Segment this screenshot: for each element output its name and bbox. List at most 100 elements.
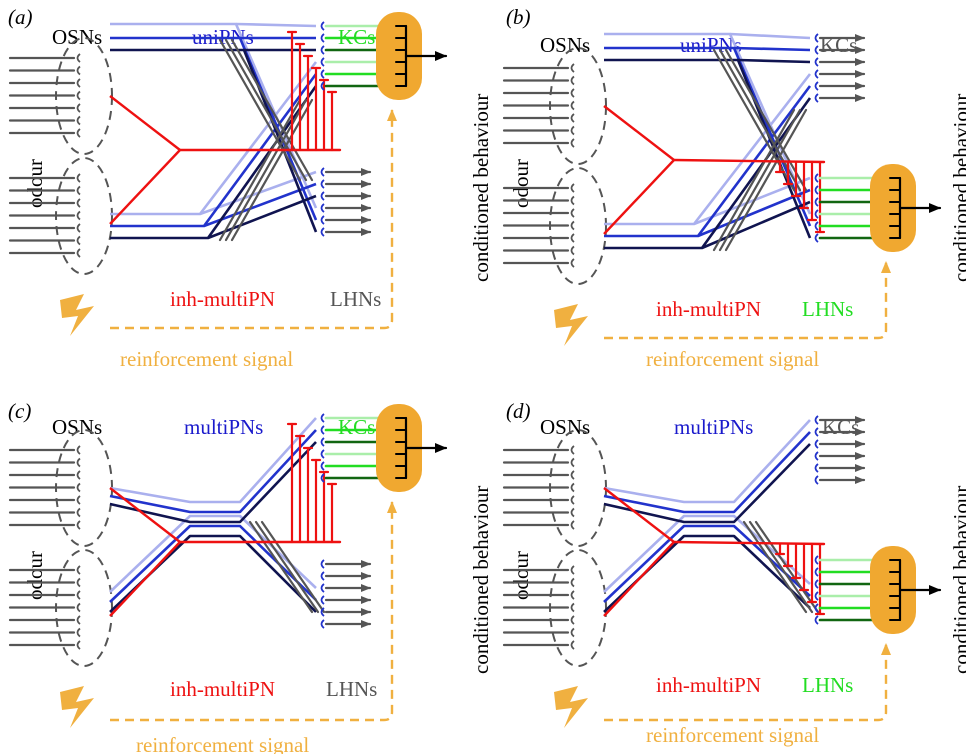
osn-label: OSNs	[52, 25, 102, 49]
osn-synapse	[570, 220, 575, 231]
pn-synapse	[814, 45, 819, 55]
osn-synapse	[570, 245, 575, 256]
osn-synapse	[76, 577, 81, 588]
panel-letter: (c)	[8, 399, 31, 423]
osn-synapse	[570, 113, 575, 123]
inh-dendrite	[109, 149, 181, 225]
osn-synapse	[76, 602, 81, 613]
inh-dendrite	[109, 541, 181, 617]
pn-synapse	[814, 221, 819, 231]
osn-synapse	[76, 640, 81, 650]
lhn-axon	[260, 520, 326, 614]
reinforcement-label: reinforcement signal	[120, 347, 293, 371]
multi-pn-axon	[603, 514, 811, 593]
osn-synapse	[76, 223, 81, 233]
reinforcement-arrow	[604, 261, 891, 340]
osn-synapse	[76, 78, 81, 88]
osn-synapse	[76, 65, 81, 76]
osn-synapse	[76, 457, 81, 468]
osn-synapse	[570, 88, 575, 98]
pn-synapse	[320, 33, 325, 43]
inh-multipn-label: inh-multiPN	[170, 677, 275, 701]
osn-synapse	[570, 445, 575, 455]
pn-label: multiPNs	[674, 415, 753, 439]
osn-synapse	[570, 208, 575, 218]
pn-synapse	[814, 615, 819, 625]
pn-synapse	[814, 579, 819, 589]
osn-synapse	[76, 198, 81, 208]
osn-synapse	[570, 565, 575, 575]
pn-synapse	[814, 33, 819, 43]
osn-synapse	[570, 100, 575, 111]
pn-synapse	[320, 425, 325, 435]
inh-dendrite	[603, 541, 675, 617]
uni-pn-collateral	[737, 58, 811, 64]
uni-pn-axon	[110, 48, 318, 233]
pn-synapse	[320, 413, 325, 423]
uni-pn-collateral	[729, 32, 811, 40]
pn-synapse	[320, 595, 325, 605]
osn-synapse	[570, 482, 575, 493]
osn-synapse	[76, 115, 81, 126]
pn-synapse	[814, 451, 819, 461]
pn-synapse	[320, 437, 325, 447]
pn-synapse	[814, 439, 819, 449]
reinforcement-arrow	[110, 501, 397, 722]
reinforcement-arrow	[110, 109, 397, 330]
output-neuron	[376, 12, 422, 100]
conditioned-behaviour-label: conditioned behaviour	[949, 94, 966, 282]
osn-synapse	[570, 640, 575, 650]
osn-synapse	[570, 63, 575, 73]
pn-synapse	[320, 607, 325, 617]
pn-synapse	[814, 185, 819, 195]
inh-dendrite	[603, 105, 675, 161]
panel-letter: (d)	[506, 399, 531, 423]
lhn-label: LHNs	[802, 297, 853, 321]
glomerulus-bottom	[55, 549, 113, 667]
pn-synapse	[814, 463, 819, 473]
pn-synapse	[814, 603, 819, 613]
lightning-icon	[554, 686, 588, 728]
osn-synapse	[76, 470, 81, 480]
reinforcement-label: reinforcement signal	[136, 733, 309, 754]
pn-synapse	[320, 473, 325, 483]
osn-synapse	[570, 507, 575, 518]
pn-synapse	[814, 209, 819, 219]
lightning-icon	[554, 304, 588, 346]
multi-pn-axon	[603, 431, 811, 514]
circuit-a	[8, 12, 448, 336]
osn-synapse	[76, 173, 81, 183]
panel-letter: (a)	[8, 5, 33, 29]
inh-multipn-label: inh-multiPN	[170, 287, 275, 311]
inh-multipn-label: inh-multiPN	[656, 297, 761, 321]
lhn-axon	[748, 520, 814, 614]
osn-synapse	[76, 445, 81, 455]
pn-synapse	[814, 81, 819, 91]
osn-synapse	[570, 75, 575, 86]
osn-synapse	[570, 470, 575, 480]
osn-synapse	[76, 235, 81, 246]
multi-pn-axon	[603, 443, 811, 524]
osn-synapse	[76, 507, 81, 518]
circuit-c	[8, 404, 448, 728]
kc-label: KCs	[822, 415, 859, 439]
crossing-axon	[230, 98, 314, 242]
osn-synapse	[76, 53, 81, 63]
conditioned-behaviour-label: conditioned behaviour	[949, 486, 966, 674]
osn-synapse	[76, 128, 81, 138]
odour-label: odour	[23, 551, 47, 600]
pn-synapse	[814, 567, 819, 577]
pn-synapse	[814, 69, 819, 79]
pn-synapse	[320, 215, 325, 225]
crossing-axon	[718, 108, 802, 252]
crossing-axon	[712, 108, 796, 252]
osn-synapse	[570, 258, 575, 268]
conditioned-behaviour-label: conditioned behaviour	[469, 94, 493, 282]
osn-synapse	[76, 103, 81, 113]
output-neuron	[870, 546, 916, 634]
osn-synapse	[76, 495, 81, 505]
pn-synapse	[814, 197, 819, 207]
osn-synapse	[570, 183, 575, 193]
osn-synapse	[570, 195, 575, 206]
osn-label: OSNs	[52, 415, 102, 439]
